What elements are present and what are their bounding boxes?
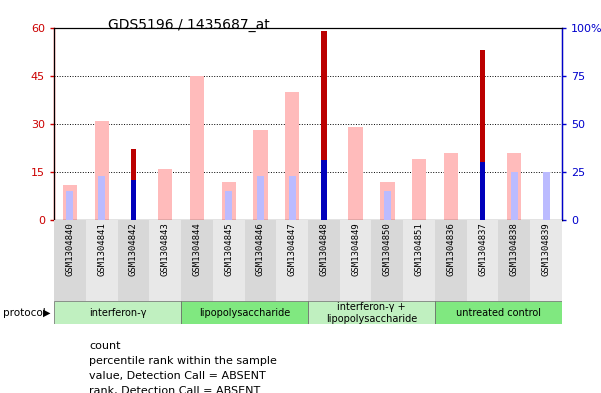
Text: GSM1304843: GSM1304843 xyxy=(160,222,169,276)
Bar xyxy=(435,220,467,301)
Bar xyxy=(130,180,136,220)
Text: GSM1304845: GSM1304845 xyxy=(224,222,233,276)
Bar xyxy=(253,130,267,220)
Bar xyxy=(245,220,276,301)
Bar xyxy=(340,220,371,301)
Bar xyxy=(308,301,435,324)
Bar xyxy=(498,220,530,301)
Text: GSM1304839: GSM1304839 xyxy=(542,222,551,276)
Text: GSM1304836: GSM1304836 xyxy=(447,222,456,276)
Text: interferon-γ +
lipopolysaccharide: interferon-γ + lipopolysaccharide xyxy=(326,302,417,323)
Bar xyxy=(480,50,486,220)
Text: value, Detection Call = ABSENT: value, Detection Call = ABSENT xyxy=(89,371,266,381)
Bar xyxy=(276,220,308,301)
Bar xyxy=(213,220,245,301)
Bar xyxy=(384,191,391,220)
Text: GSM1304846: GSM1304846 xyxy=(256,222,265,276)
Bar xyxy=(222,182,236,220)
Bar xyxy=(349,127,363,220)
Bar xyxy=(181,301,308,324)
Bar xyxy=(130,149,136,220)
Text: ▶: ▶ xyxy=(43,308,50,318)
Bar xyxy=(507,153,522,220)
Text: GSM1304841: GSM1304841 xyxy=(97,222,106,276)
Bar xyxy=(225,191,232,220)
Bar xyxy=(63,185,77,220)
Text: lipopolysaccharide: lipopolysaccharide xyxy=(199,308,290,318)
Bar xyxy=(371,220,403,301)
Text: GSM1304837: GSM1304837 xyxy=(478,222,487,276)
Text: protocol: protocol xyxy=(3,308,46,318)
Text: rank, Detection Call = ABSENT: rank, Detection Call = ABSENT xyxy=(89,386,260,393)
Text: untreated control: untreated control xyxy=(456,308,541,318)
Bar xyxy=(467,220,498,301)
Bar xyxy=(480,162,486,220)
Bar xyxy=(181,220,213,301)
Text: GSM1304848: GSM1304848 xyxy=(319,222,328,276)
Text: count: count xyxy=(89,341,120,351)
Bar xyxy=(86,220,118,301)
Text: GSM1304847: GSM1304847 xyxy=(288,222,297,276)
Text: GDS5196 / 1435687_at: GDS5196 / 1435687_at xyxy=(108,18,270,32)
Bar xyxy=(288,176,296,220)
Text: GSM1304840: GSM1304840 xyxy=(66,222,75,276)
Bar xyxy=(118,220,149,301)
Bar xyxy=(149,220,181,301)
Text: GSM1304849: GSM1304849 xyxy=(351,222,360,276)
Text: GSM1304844: GSM1304844 xyxy=(192,222,201,276)
Bar xyxy=(435,301,562,324)
Bar xyxy=(54,301,181,324)
Text: GSM1304850: GSM1304850 xyxy=(383,222,392,276)
Bar xyxy=(98,176,105,220)
Bar xyxy=(257,176,264,220)
Bar xyxy=(308,220,340,301)
Bar xyxy=(530,220,562,301)
Text: interferon-γ: interferon-γ xyxy=(89,308,146,318)
Text: GSM1304851: GSM1304851 xyxy=(415,222,424,276)
Text: GSM1304842: GSM1304842 xyxy=(129,222,138,276)
Bar xyxy=(285,92,299,220)
Bar xyxy=(511,172,518,220)
Bar xyxy=(158,169,172,220)
Bar xyxy=(444,153,458,220)
Bar xyxy=(403,220,435,301)
Bar xyxy=(321,160,327,220)
Bar xyxy=(380,182,394,220)
Text: GSM1304838: GSM1304838 xyxy=(510,222,519,276)
Bar xyxy=(321,31,327,220)
Bar xyxy=(67,191,73,220)
Text: percentile rank within the sample: percentile rank within the sample xyxy=(89,356,277,366)
Bar xyxy=(94,121,109,220)
Bar xyxy=(54,220,86,301)
Bar xyxy=(543,172,549,220)
Bar xyxy=(412,159,426,220)
Bar xyxy=(190,75,204,220)
